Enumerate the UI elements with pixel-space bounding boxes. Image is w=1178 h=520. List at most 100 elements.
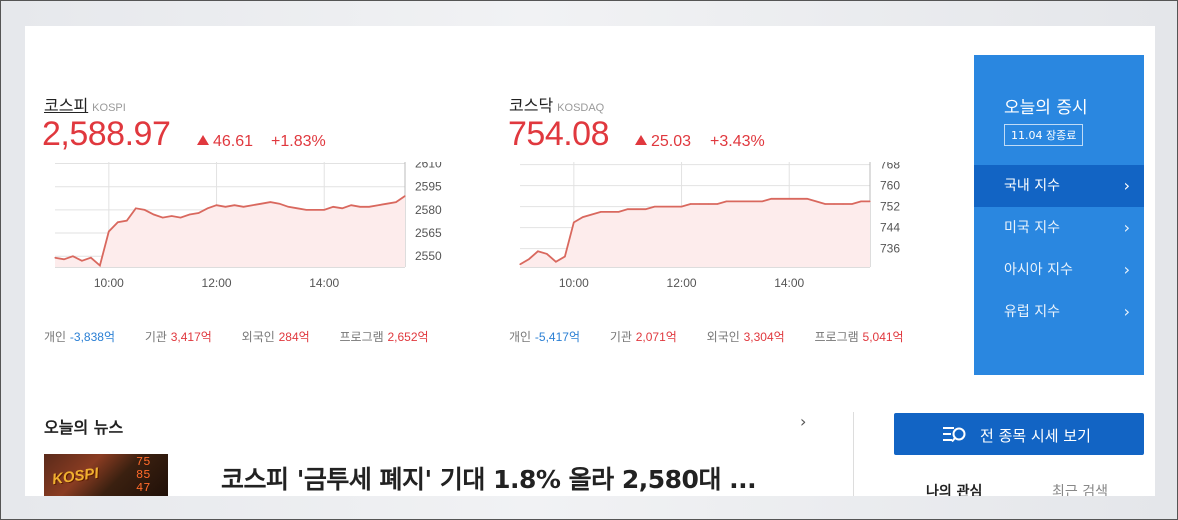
data-point (833, 203, 835, 205)
data-point (779, 198, 781, 200)
y-tick-label: 2565 (415, 226, 442, 240)
up-triangle-icon (197, 135, 209, 145)
y-tick-label: 760 (880, 179, 900, 193)
news-section-title: 오늘의 뉴스 (44, 418, 124, 437)
data-point (671, 206, 674, 208)
x-tick-label: 12:00 (202, 276, 232, 290)
market-panel: 오늘의 증시 11.04 장종료 국내 지수 › 미국 지수 › 아시아 지수 › 유… (974, 55, 1144, 375)
menu-item-europe-index[interactable]: 유럽 지수 › (974, 291, 1144, 333)
y-tick-label: 744 (880, 221, 900, 235)
kosdaq-value: 754.08 (508, 115, 610, 153)
kospi-value: 2,588.97 (42, 115, 171, 153)
y-tick-label: 752 (880, 200, 900, 214)
y-tick-label: 768 (880, 162, 900, 172)
kosdaq-chart[interactable]: 768 760 752 744 736 10:00 12:00 14:00 (510, 162, 950, 302)
data-point (144, 209, 146, 211)
data-point (332, 206, 334, 208)
data-point (815, 200, 817, 202)
data-point (689, 203, 692, 205)
data-point (869, 200, 871, 202)
data-point (233, 204, 236, 206)
data-point (395, 201, 397, 203)
data-point (224, 206, 227, 208)
data-point (537, 250, 539, 252)
menu-item-us-index[interactable]: 미국 지수 › (974, 207, 1144, 249)
news-thumbnail[interactable]: KOSPI 75 85 47 (44, 454, 168, 496)
data-point (126, 220, 128, 222)
data-point (189, 213, 191, 216)
data-point (206, 207, 209, 209)
kospi-chart[interactable]: 2610 2595 2580 2565 2550 10:00 12:00 14:00 (45, 162, 485, 302)
kospi-change-value: 46.61 (213, 133, 254, 150)
chevron-right-icon[interactable]: › (800, 412, 807, 431)
tab-my-interest[interactable]: 나의 관심 (926, 484, 983, 496)
kosdaq-percent: +3.43% (710, 133, 765, 150)
kosdaq-code: KOSDAQ (557, 102, 605, 114)
data-point (680, 206, 683, 208)
investor-foreign: 외국인 284억 (241, 330, 310, 344)
data-point (573, 221, 575, 223)
data-point (314, 209, 316, 211)
kosdaq-name-link[interactable]: 코스닥 KOSDAQ (509, 92, 604, 116)
data-point (404, 195, 406, 197)
data-point (743, 200, 745, 202)
data-point (117, 221, 119, 223)
series-line (519, 197, 870, 266)
kosdaq-investors: 개인 -5,417억 기관 2,071억 외국인 3,304억 프로그램 5,0… (509, 328, 930, 345)
panel-title: 오늘의 증시 (1004, 98, 1088, 118)
data-point (368, 206, 370, 208)
data-point (72, 255, 74, 257)
data-point (162, 216, 164, 219)
data-point (359, 206, 361, 208)
data-point (269, 201, 271, 203)
data-point (761, 200, 763, 202)
divider (853, 412, 854, 496)
data-point (135, 207, 137, 209)
data-point (627, 208, 629, 210)
menu-item-asia-index[interactable]: 아시아 지수 › (974, 249, 1144, 291)
list-search-icon (943, 427, 966, 443)
data-point (260, 203, 263, 205)
investor-individual: 개인 -5,417억 (509, 330, 580, 344)
kospi-name[interactable]: 코스피 (44, 96, 89, 115)
investor-individual: 개인 -3,838억 (44, 330, 115, 344)
thumbnail-logo-text: KOSPI (51, 464, 100, 489)
data-point (180, 216, 182, 219)
data-point (662, 206, 665, 208)
data-point (546, 253, 548, 255)
y-tick-label: 2595 (415, 180, 442, 194)
y-tick-label: 2550 (415, 249, 442, 263)
data-point (600, 211, 602, 213)
kospi-name-link[interactable]: 코스피 KOSPI (44, 92, 126, 116)
kospi-code: KOSPI (92, 102, 126, 114)
data-point (350, 204, 352, 206)
data-point (81, 260, 83, 262)
data-point (860, 200, 862, 202)
data-point (645, 208, 647, 210)
data-point (734, 200, 736, 202)
x-tick-label: 10:00 (559, 276, 589, 290)
data-point (171, 215, 173, 217)
view-all-quotes-button[interactable]: 전 종목 시세 보기 (894, 413, 1144, 455)
x-tick-label: 10:00 (94, 276, 124, 290)
data-point (287, 206, 289, 208)
market-status-badge: 11.04 장종료 (1004, 124, 1084, 146)
data-point (296, 207, 298, 209)
data-point (528, 258, 530, 260)
data-point (341, 207, 343, 209)
menu-item-domestic-index[interactable]: 국내 지수 › (974, 165, 1144, 207)
data-point (63, 258, 65, 260)
stock-market-card: 코스피 KOSPI 2,588.97 46.61 +1.83% 2610 2595 2… (25, 26, 1155, 496)
y-tick-label: 2580 (415, 203, 442, 217)
data-point (707, 203, 710, 205)
data-point (108, 230, 110, 233)
index-menu: 국내 지수 › 미국 지수 › 아시아 지수 › 유럽 지수 › (974, 165, 1144, 333)
kosdaq-name[interactable]: 코스닥 (509, 96, 554, 115)
tab-recent-search[interactable]: 최근 검색 (1052, 484, 1108, 496)
news-headline[interactable]: 코스피 '금투세 폐지' 기대 1.8% 올라 2,580대 ... (221, 465, 757, 494)
data-point (788, 198, 790, 200)
data-point (519, 263, 521, 265)
kospi-investors: 개인 -3,838억 기관 3,417억 외국인 284억 프로그램 2,652… (44, 328, 455, 345)
investor-program: 프로그램 5,041억 (814, 330, 904, 344)
